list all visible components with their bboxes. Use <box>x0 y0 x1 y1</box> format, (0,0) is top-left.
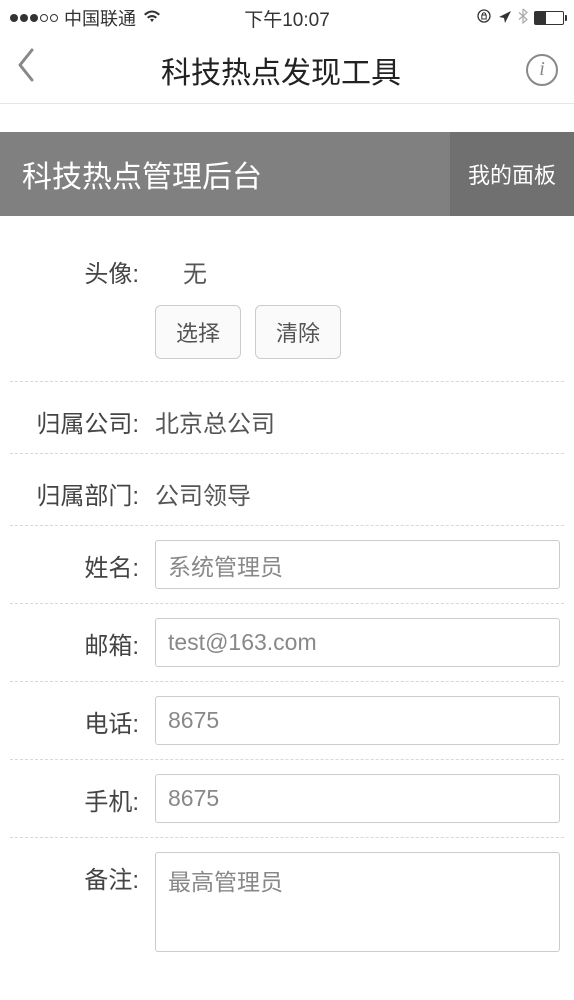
bluetooth-icon <box>518 8 528 29</box>
remark-label: 备注: <box>10 852 155 895</box>
status-time: 下午10:07 <box>244 5 330 32</box>
email-row: 邮箱: <box>10 604 564 682</box>
company-label: 归属公司: <box>10 396 155 439</box>
mobile-input[interactable] <box>155 774 560 823</box>
signal-strength-icon <box>10 14 58 22</box>
location-icon <box>498 8 512 29</box>
department-label: 归属部门: <box>10 468 155 511</box>
telephone-input[interactable] <box>155 696 560 745</box>
mobile-row: 手机: <box>10 760 564 838</box>
banner-title: 科技热点管理后台 <box>22 152 262 196</box>
my-panel-button[interactable]: 我的面板 <box>450 132 574 216</box>
profile-form: 头像: 无 选择 清除 归属公司: 北京总公司 归属部门: 公司领导 姓名: 邮… <box>0 216 574 966</box>
telephone-label: 电话: <box>10 696 155 739</box>
name-label: 姓名: <box>10 540 155 583</box>
department-value: 公司领导 <box>155 468 251 511</box>
company-row: 归属公司: 北京总公司 <box>10 382 564 454</box>
name-row: 姓名: <box>10 526 564 604</box>
remark-row: 备注: <box>10 838 564 966</box>
name-input[interactable] <box>155 540 560 589</box>
ios-status-bar: 中国联通 下午10:07 <box>0 0 574 36</box>
mobile-label: 手机: <box>10 774 155 817</box>
avatar-value: 无 <box>155 246 207 289</box>
lock-orientation-icon <box>476 8 492 29</box>
back-button[interactable] <box>16 48 36 92</box>
email-label: 邮箱: <box>10 618 155 661</box>
page-title: 科技热点发现工具 <box>161 48 401 92</box>
nav-bar: 科技热点发现工具 i <box>0 36 574 104</box>
remark-textarea[interactable] <box>155 852 560 952</box>
carrier-label: 中国联通 <box>64 5 136 31</box>
wifi-icon <box>142 8 162 29</box>
email-input[interactable] <box>155 618 560 667</box>
department-row: 归属部门: 公司领导 <box>10 454 564 526</box>
avatar-clear-button[interactable]: 清除 <box>255 305 341 359</box>
info-button[interactable]: i <box>526 54 558 86</box>
status-left: 中国联通 <box>10 5 162 31</box>
avatar-row: 头像: 无 选择 清除 <box>10 226 564 382</box>
avatar-select-button[interactable]: 选择 <box>155 305 241 359</box>
avatar-label: 头像: <box>10 246 155 289</box>
telephone-row: 电话: <box>10 682 564 760</box>
admin-banner: 科技热点管理后台 我的面板 <box>0 132 574 216</box>
battery-icon <box>534 11 564 25</box>
company-value: 北京总公司 <box>155 396 275 439</box>
status-right <box>476 8 564 29</box>
